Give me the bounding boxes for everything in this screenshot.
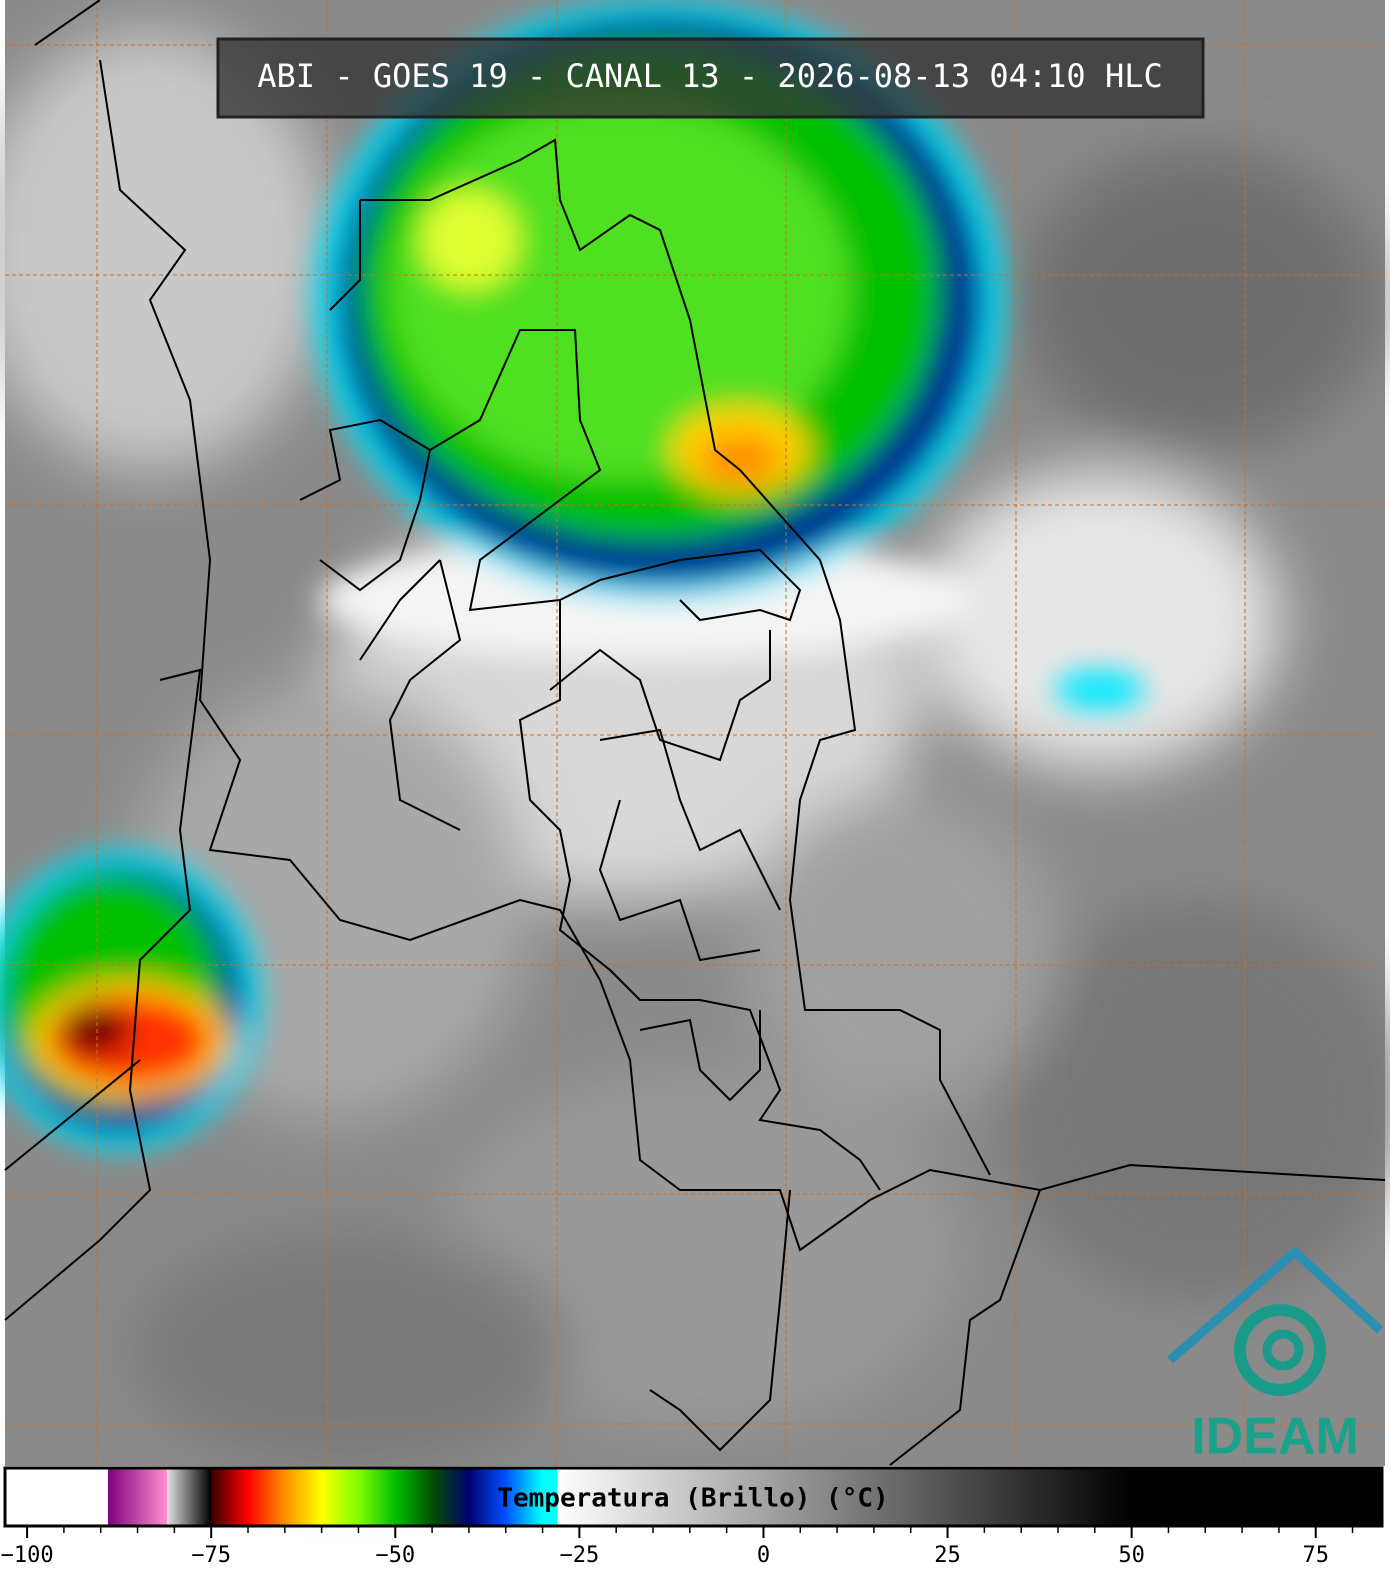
tick-label: 50 (1118, 1543, 1145, 1568)
tick-label: −50 (375, 1543, 415, 1568)
logo-text: IDEAM (1191, 1408, 1359, 1466)
colorbar-label: Temperatura (Brillo) (°C) (497, 1484, 888, 1514)
tick-label: 0 (757, 1543, 770, 1568)
logo: IDEAM (1167, 1245, 1384, 1466)
colorbar (3, 1466, 1384, 1528)
tick-label: 25 (934, 1543, 961, 1568)
tick-label: 75 (1302, 1543, 1329, 1568)
title: ABI - GOES 19 - CANAL 13 - 2026-08-13 04… (257, 57, 1162, 95)
tick-label: −25 (559, 1543, 599, 1568)
title-box: ABI - GOES 19 - CANAL 13 - 2026-08-13 04… (216, 37, 1205, 119)
tick-label: −75 (191, 1543, 231, 1568)
borders (4, 0, 1386, 1466)
tick-label: −100 (1, 1543, 54, 1568)
imagery (0, 0, 1390, 1470)
